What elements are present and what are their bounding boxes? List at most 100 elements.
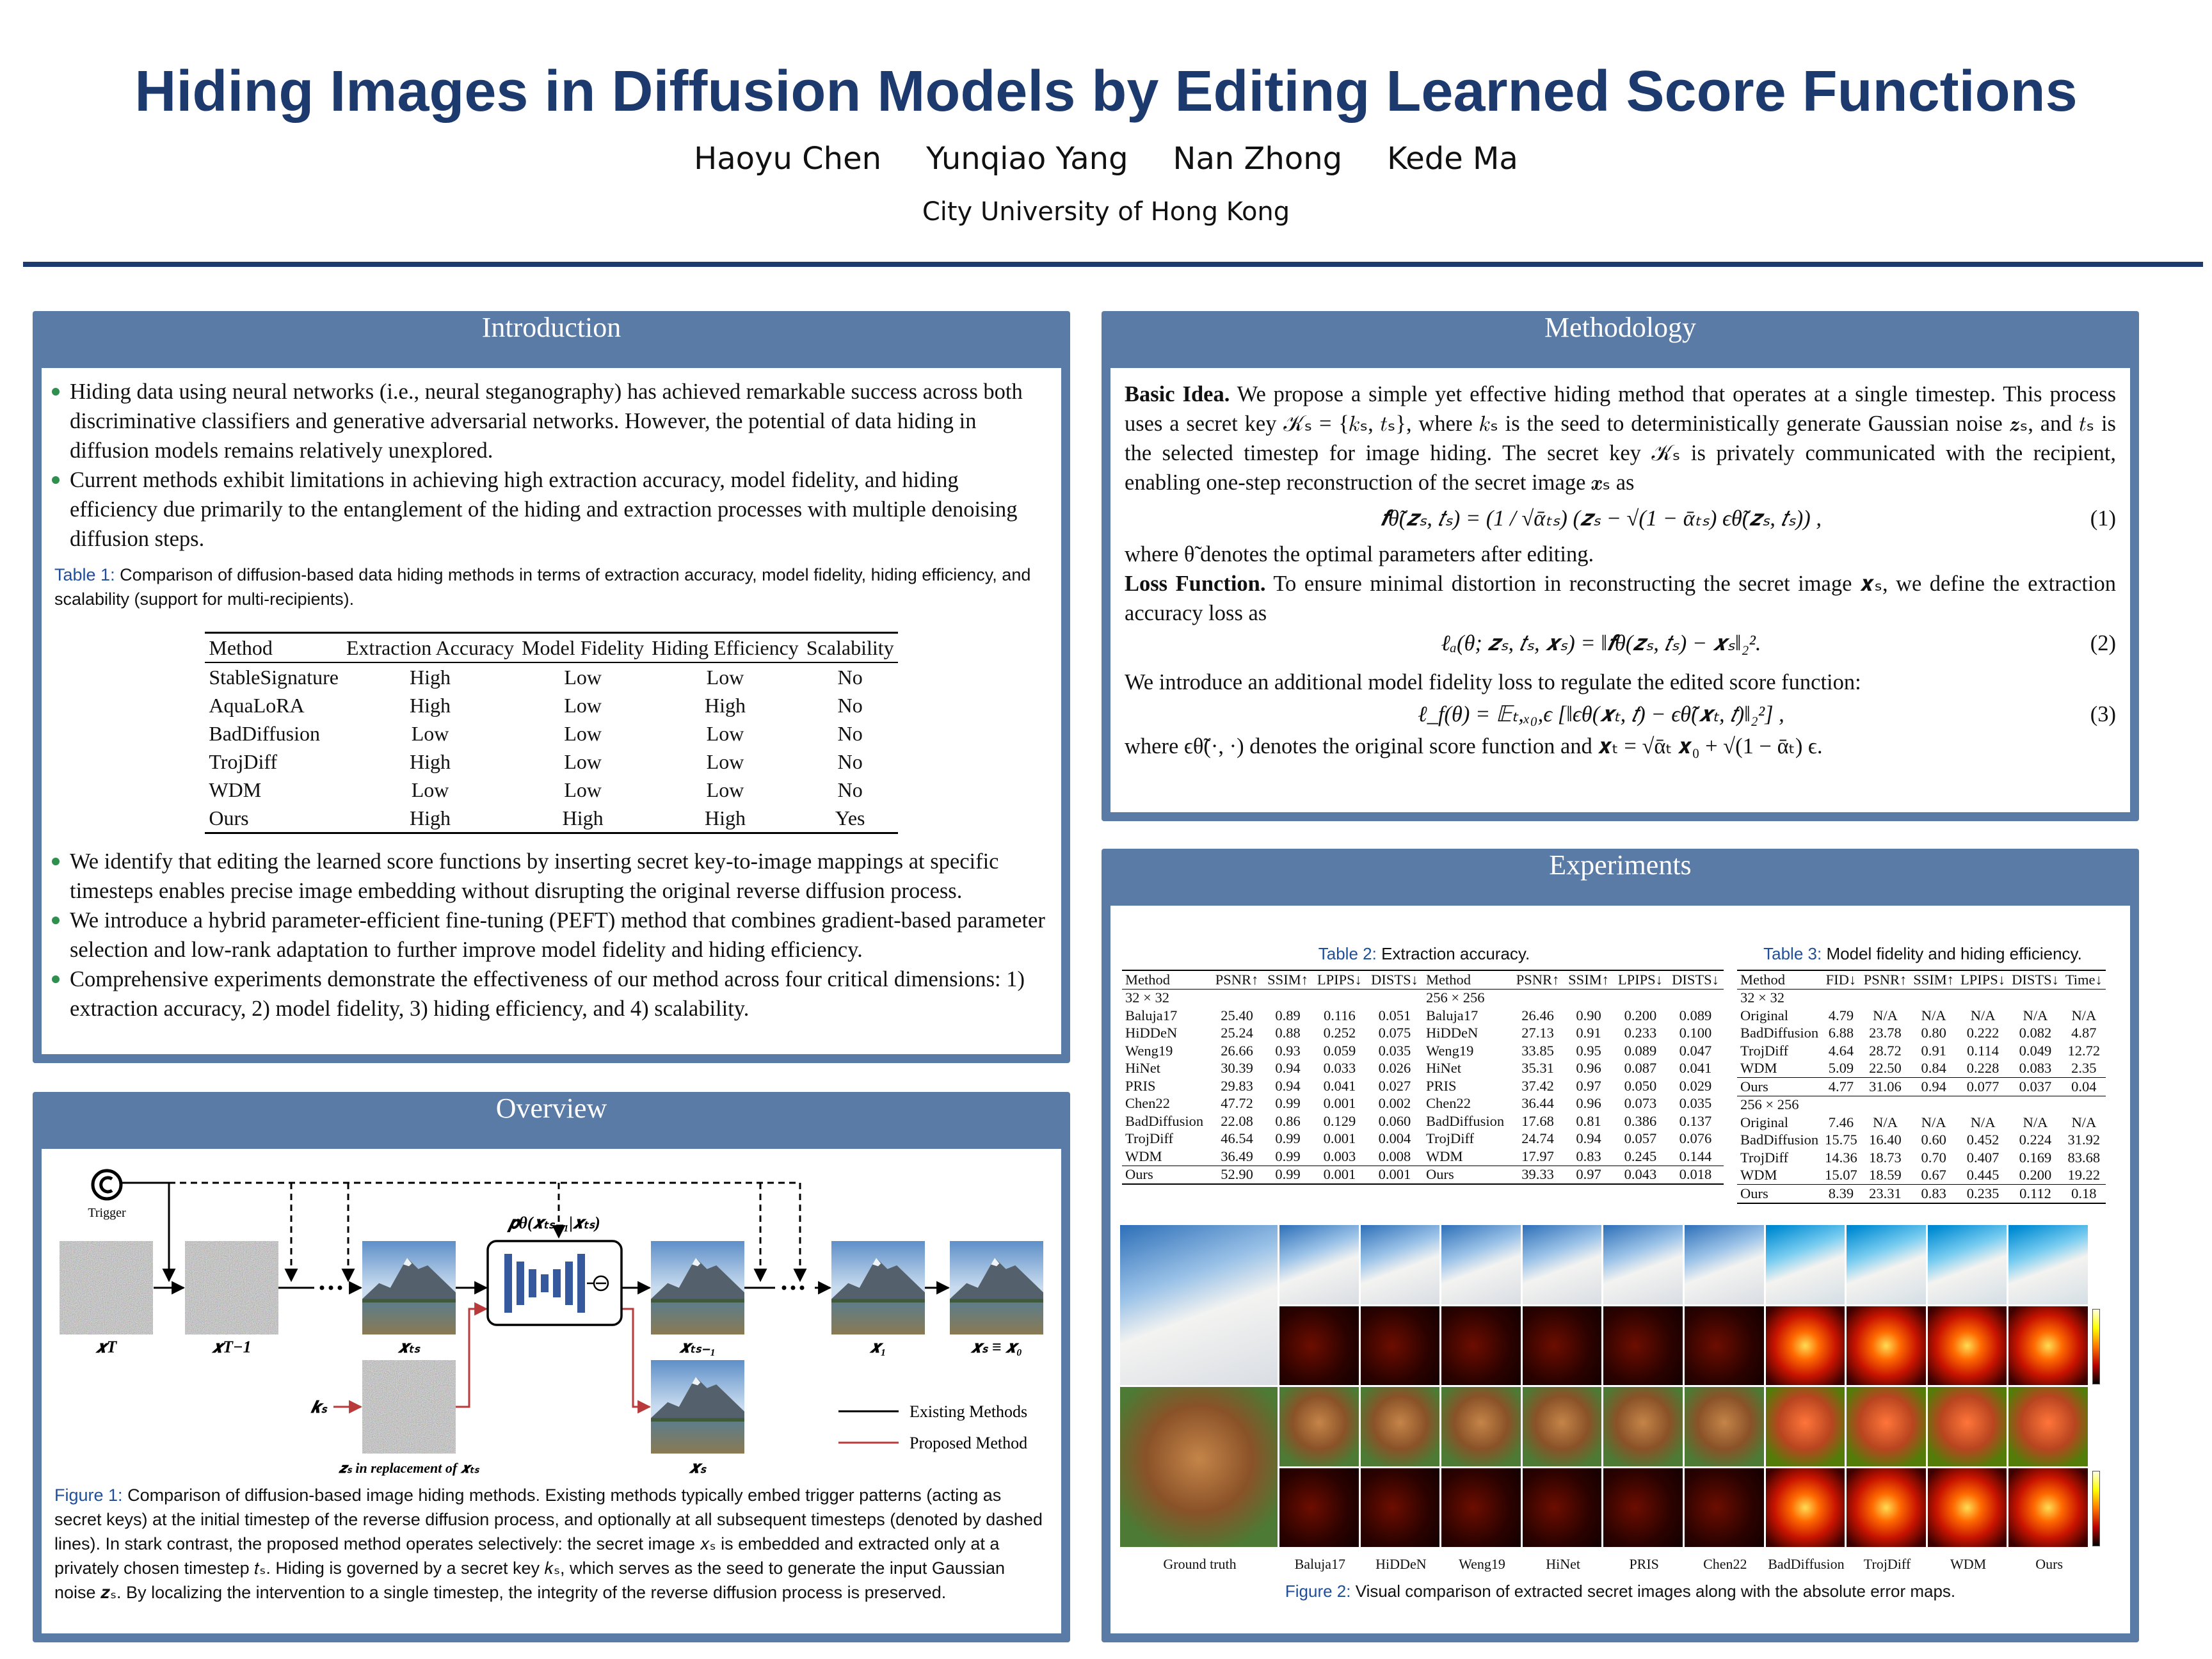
column-header: LPIPS↓ xyxy=(1617,971,1663,988)
author: Haoyu Chen xyxy=(694,141,882,177)
proposed-connectors xyxy=(333,1302,899,1444)
table-cell: 27.13 xyxy=(1521,1025,1554,1041)
table-cell: 0.001 xyxy=(1323,1130,1356,1147)
table-cell: TrojDiff xyxy=(1740,1042,1789,1059)
table-cell: 0.89 xyxy=(1275,1007,1301,1023)
table-cell: BadDiffusion xyxy=(1740,1025,1819,1041)
diagram-label: 𝒛ₛ in replacement of 𝒙ₜₛ xyxy=(338,1460,479,1476)
column-label: Chen22 xyxy=(1703,1556,1747,1572)
table-cell: 0.84 xyxy=(1921,1060,1946,1077)
formula: ℓₐ(θ; 𝒛ₛ, 𝑡ₛ, 𝒙ₛ) = ‖𝒇θ(𝒛ₛ, 𝑡ₛ) − 𝒙ₛ‖₂². xyxy=(1441,631,1761,655)
table-cell: N/A xyxy=(2071,1114,2097,1130)
caption-text: Comparison of diffusion-based image hidi… xyxy=(54,1486,1043,1602)
table-row: HiNet 35.31 0.96 0.087 0.041 xyxy=(1423,1060,1724,1078)
table-row: TrojDiff 14.36 18.73 0.70 0.407 0.169 83.68 xyxy=(1737,1149,2106,1167)
mountain-image xyxy=(950,1241,1043,1334)
table-cell: High xyxy=(410,693,451,717)
column-header: PSNR↑ xyxy=(1516,971,1560,988)
table-cell: 0.035 xyxy=(1378,1042,1411,1059)
table-cell: N/A xyxy=(2071,1007,2097,1023)
caption-text: Model fidelity and hiding efficiency. xyxy=(1826,944,2082,963)
table-cell: 0.001 xyxy=(1323,1166,1356,1183)
column-header: Time↓ xyxy=(2065,971,2103,988)
diagram-label: 𝒙₁ xyxy=(869,1338,886,1356)
table-row: Method PSNR↑ SSIM↑ LPIPS↓ DISTS↓ xyxy=(1122,970,1423,989)
bullet: Hiding data using neural networks (i.e.,… xyxy=(52,377,1048,465)
table-cell: N/A xyxy=(1970,1007,1996,1023)
column-label: TrojDiff xyxy=(1863,1556,1911,1572)
table-row: HiDDeN 27.13 0.91 0.233 0.100 xyxy=(1423,1025,1724,1043)
table-row: Chen22 47.72 0.99 0.001 0.002 xyxy=(1122,1095,1423,1113)
table-cell: 19.22 xyxy=(2067,1167,2101,1183)
equation-number: (2) xyxy=(2090,631,2116,655)
table-cell: HiNet xyxy=(1426,1060,1461,1077)
table-cell: 31.92 xyxy=(2067,1132,2101,1148)
table-cell: Low xyxy=(564,721,602,745)
bullet: We identify that editing the learned sco… xyxy=(52,847,1048,906)
table-cell: 25.24 xyxy=(1221,1025,1253,1041)
table-cell: 0.04 xyxy=(2071,1078,2097,1094)
table-cell: 15.75 xyxy=(1825,1132,1857,1148)
overview-panel: Overview xyxy=(33,1092,1070,1642)
table-cell: 0.91 xyxy=(1921,1042,1946,1059)
error-map xyxy=(1522,1468,1602,1547)
result-image xyxy=(1279,1387,1359,1466)
bullet: We introduce a hybrid parameter-efficien… xyxy=(52,906,1048,965)
table-cell: 0.70 xyxy=(1921,1149,1946,1166)
table-wrap: Method PSNR↑ SSIM↑ LPIPS↓ DISTS↓ 32 × 32 Baluj… xyxy=(1122,970,1724,1185)
result-image xyxy=(2008,1225,2088,1304)
column-label: Ours xyxy=(2035,1556,2064,1572)
table-cell: 0.445 xyxy=(1966,1167,2000,1183)
author: Nan Zhong xyxy=(1173,141,1343,177)
error-map xyxy=(2008,1306,2088,1385)
column-label: PRIS xyxy=(1629,1556,1659,1572)
caption-label: Table 1: xyxy=(54,565,115,584)
caption-text: Visual comparison of extracted secret im… xyxy=(1355,1582,1956,1601)
column-label: HiNet xyxy=(1546,1556,1580,1572)
equation: ℓₐ(θ; 𝒛ₛ, 𝑡ₛ, 𝒙ₛ) = ‖𝒇θ(𝒛ₛ, 𝑡ₛ) − 𝒙ₛ‖₂².… xyxy=(1125,628,2116,659)
table-cell: 0.100 xyxy=(1679,1025,1712,1041)
error-map xyxy=(1765,1306,1845,1385)
table-cell: 0.96 xyxy=(1576,1060,1601,1077)
ground-truth-image xyxy=(1120,1225,1278,1385)
table-row: Ours 4.77 31.06 0.94 0.077 0.037 0.04 xyxy=(1737,1077,2106,1096)
table-cell: 0.386 xyxy=(1624,1112,1657,1129)
table-cell: TrojDiff xyxy=(1740,1149,1789,1166)
figure-grid xyxy=(1120,1225,2109,1549)
column-header: Extraction Accuracy xyxy=(346,636,515,659)
table-cell: 25.40 xyxy=(1221,1007,1253,1023)
table-cell: Low xyxy=(706,665,744,689)
table-cell: 0.049 xyxy=(2019,1042,2052,1059)
error-map xyxy=(1441,1468,1521,1547)
table-cell: 0.96 xyxy=(1576,1095,1601,1112)
table-cell: HiDDeN xyxy=(1125,1025,1178,1041)
diagram-label: 𝒙ₛ xyxy=(689,1458,707,1477)
table-cell: 0.129 xyxy=(1323,1112,1356,1129)
introduction-panel: Introduction Hiding data using neural ne… xyxy=(33,311,1070,1063)
table-cell: No xyxy=(837,778,863,801)
table-cell: 0.073 xyxy=(1624,1095,1657,1112)
table-cell: 4.77 xyxy=(1828,1078,1854,1094)
table-head: Method Extraction Accuracy Model Fidelity H… xyxy=(205,632,898,662)
table-cell: AquaLoRA xyxy=(209,693,305,717)
diagram-label: 𝒙T xyxy=(95,1338,118,1356)
result-image xyxy=(1441,1225,1521,1304)
title: Hiding Images in Diffusion Models by Edi… xyxy=(134,60,2078,124)
figure-labels: Ground truth Baluja17 HiDDeN Weng19 HiNet PRI… xyxy=(1120,1556,2090,1575)
table-cell: 0.002 xyxy=(1378,1095,1411,1112)
table-row: Original 7.46 N/A N/A N/A N/A N/A xyxy=(1737,1114,2106,1132)
table-cell: 0.008 xyxy=(1378,1148,1411,1164)
table-caption: Table 1: Comparison of diffusion-based d… xyxy=(54,563,1048,611)
mountain-image xyxy=(651,1241,744,1334)
table-cell: 0.90 xyxy=(1576,1007,1601,1023)
table-cell: 0.137 xyxy=(1679,1112,1712,1129)
table-cell: 0.99 xyxy=(1275,1130,1301,1147)
paragraph: Loss Function. To ensure minimal distort… xyxy=(1125,569,2116,628)
paragraph-text: To ensure minimal distortion in reconstr… xyxy=(1125,572,2116,625)
panel-heading: Methodology xyxy=(1544,312,1697,343)
table-cell: 35.31 xyxy=(1521,1060,1554,1077)
column-header: Method xyxy=(1125,971,1170,988)
error-map xyxy=(1847,1468,1926,1547)
diagram-label: Trigger xyxy=(88,1206,126,1220)
table-row: Baluja17 25.40 0.89 0.116 0.051 xyxy=(1122,1007,1423,1025)
